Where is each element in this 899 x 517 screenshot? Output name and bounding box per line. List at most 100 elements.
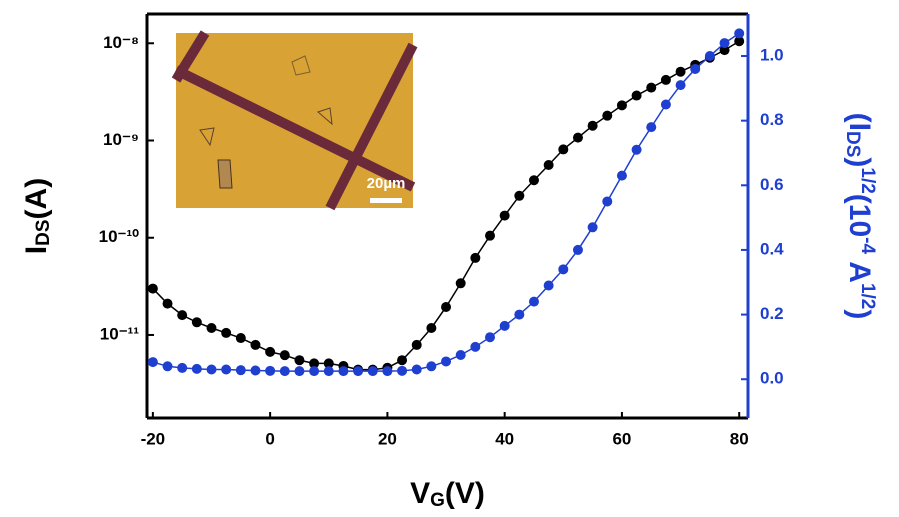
- data-point: [661, 75, 671, 85]
- x-axis-title-part: (V): [445, 477, 485, 510]
- inset-image: 20µm: [176, 33, 413, 208]
- data-point: [617, 100, 627, 110]
- x-axis-title-part: V: [410, 477, 430, 510]
- data-point: [676, 80, 686, 90]
- data-point: [456, 278, 466, 288]
- scale-bar: [370, 198, 402, 203]
- y2-axis-title-part: A: [843, 254, 876, 283]
- data-point: [192, 317, 202, 327]
- data-point: [500, 321, 510, 331]
- data-point: [602, 196, 612, 206]
- y2-axis-title-part: 1/2: [857, 167, 878, 193]
- y2-axis-title-part: ): [843, 157, 876, 167]
- y2-tick-label: 0.6: [760, 175, 784, 194]
- data-point: [646, 122, 656, 132]
- y-tick-label: 10⁻¹⁰: [99, 227, 140, 246]
- y2-axis-title: (IDS)1/2(10-4 A1/2): [842, 113, 877, 320]
- data-point: [485, 231, 495, 241]
- data-point: [588, 121, 598, 131]
- data-point: [573, 133, 583, 143]
- data-point: [294, 366, 304, 376]
- data-point: [500, 211, 510, 221]
- y-axis-title: IDS(A): [20, 178, 54, 254]
- data-point: [470, 253, 480, 263]
- data-point: [265, 347, 275, 357]
- data-point: [148, 357, 158, 367]
- y2-tick-label: 0.8: [760, 110, 784, 129]
- data-point: [456, 350, 466, 360]
- data-point: [280, 350, 290, 360]
- data-point: [632, 91, 642, 101]
- data-point: [558, 264, 568, 274]
- y2-tick-label: 1.0: [760, 46, 784, 65]
- scale-bar-label: 20µm: [367, 175, 406, 192]
- data-point: [265, 366, 275, 376]
- data-point: [338, 366, 348, 376]
- data-point: [177, 310, 187, 320]
- data-point: [426, 323, 436, 333]
- data-point: [485, 332, 495, 342]
- y2-axis-title-part: 1/2: [857, 283, 878, 309]
- x-tick-label: 40: [495, 429, 514, 448]
- y2-axis-title-part: -4: [857, 237, 878, 254]
- data-point: [441, 302, 451, 312]
- data-point: [294, 355, 304, 365]
- data-point: [690, 64, 700, 74]
- x-tick-label: 80: [730, 429, 749, 448]
- x-axis-title: VG(V): [410, 477, 485, 511]
- data-point: [529, 175, 539, 185]
- data-point: [426, 361, 436, 371]
- y2-tick-label: 0.0: [760, 369, 784, 388]
- data-point: [412, 340, 422, 350]
- data-point: [163, 361, 173, 371]
- data-point: [250, 365, 260, 375]
- x-tick-label: -20: [141, 429, 166, 448]
- data-point: [368, 366, 378, 376]
- data-point: [646, 83, 656, 93]
- data-point: [412, 365, 422, 375]
- data-point: [632, 145, 642, 155]
- data-point: [309, 366, 319, 376]
- y-axis-title-part: I: [20, 246, 53, 254]
- data-point: [280, 366, 290, 376]
- data-point: [250, 340, 260, 350]
- y2-axis-title-part: (I: [843, 113, 876, 131]
- x-tick-label: 20: [378, 429, 397, 448]
- y-tick-label: 10⁻⁸: [103, 33, 139, 52]
- data-point: [661, 99, 671, 109]
- x-tick-label: 0: [265, 429, 274, 448]
- y-axis-title-part: DS: [33, 219, 54, 245]
- data-point: [441, 356, 451, 366]
- data-point: [470, 342, 480, 352]
- data-point: [177, 363, 187, 373]
- data-point: [148, 284, 158, 294]
- data-point: [588, 222, 598, 232]
- data-point: [544, 280, 554, 290]
- data-point: [514, 310, 524, 320]
- data-point: [353, 366, 363, 376]
- data-point: [397, 366, 407, 376]
- data-point: [734, 28, 744, 38]
- data-point: [163, 299, 173, 309]
- y-tick-label: 10⁻¹¹: [100, 324, 140, 343]
- data-point: [573, 245, 583, 255]
- x-tick-label: 60: [612, 429, 631, 448]
- data-point: [236, 333, 246, 343]
- inset-flake: [218, 160, 232, 188]
- data-point: [221, 328, 231, 338]
- x-axis-title-part: G: [430, 490, 445, 511]
- data-point: [529, 297, 539, 307]
- data-point: [705, 51, 715, 61]
- data-point: [676, 67, 686, 77]
- data-point: [397, 355, 407, 365]
- y-axis-title-part: (A): [20, 178, 53, 220]
- y2-tick-label: 0.4: [760, 239, 784, 258]
- y2-axis-title-part: DS: [842, 131, 863, 157]
- data-point: [602, 111, 612, 121]
- data-point: [514, 191, 524, 201]
- y-tick-label: 10⁻⁹: [103, 130, 139, 149]
- y2-axis-title-part: ): [843, 309, 876, 319]
- data-point: [324, 366, 334, 376]
- data-point: [544, 160, 554, 170]
- data-point: [720, 38, 730, 48]
